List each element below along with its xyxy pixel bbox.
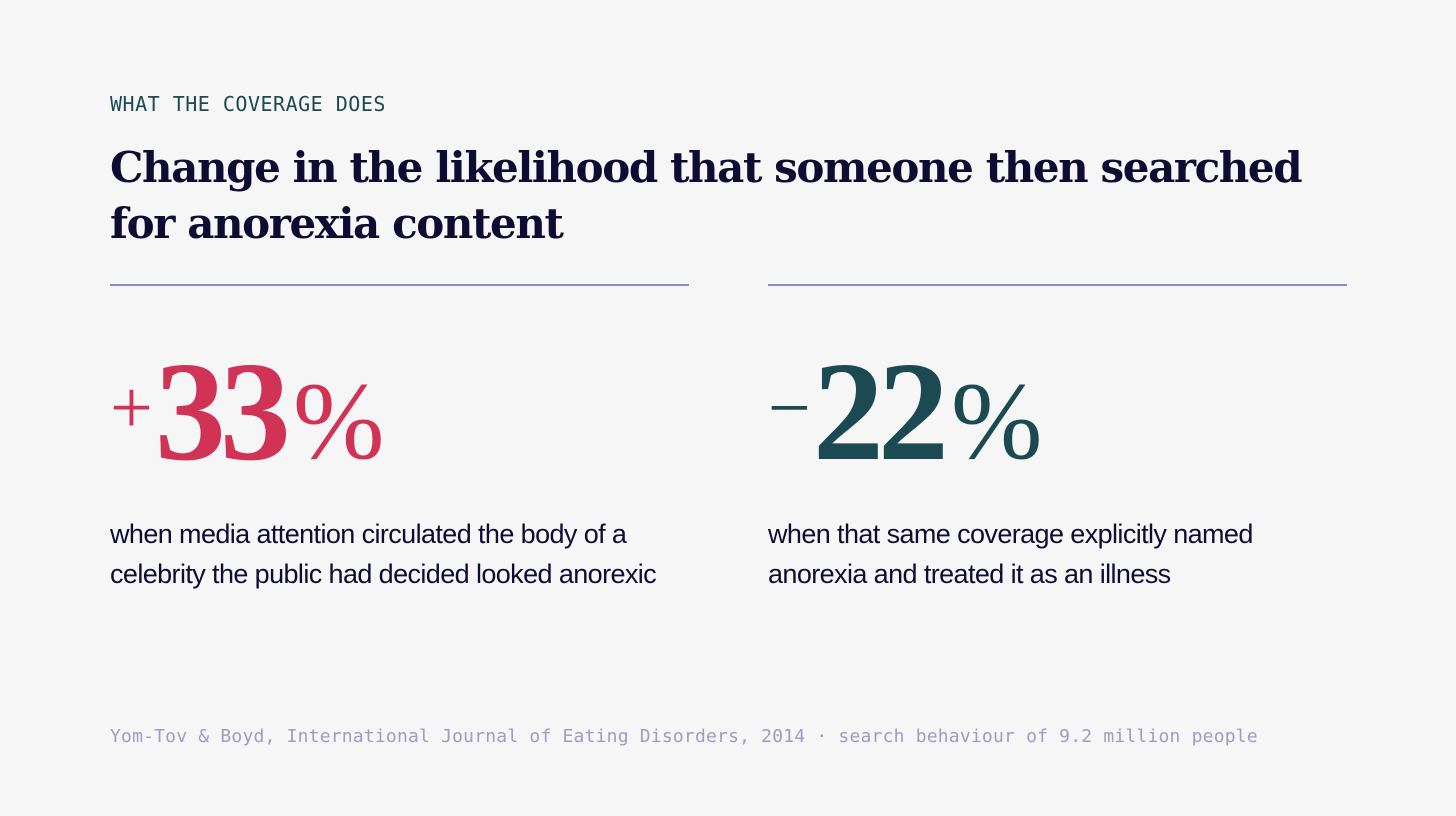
stat-column-decrease: −22% when that same coverage explicitly … xyxy=(768,284,1347,594)
stat-description: when media attention circulated the body… xyxy=(110,519,657,589)
stat-unit: % xyxy=(292,360,385,482)
headline: Change in the likelihood that someone th… xyxy=(110,143,1303,248)
stat-number: 33 xyxy=(154,332,291,490)
stat-sign: − xyxy=(768,366,811,450)
stat-value-decrease: −22% xyxy=(768,340,1347,482)
divider-rule xyxy=(768,284,1347,286)
stat-column-increase: +33% when media attention circulated the… xyxy=(110,284,689,594)
stat-description: when that same coverage explicitly named… xyxy=(768,519,1253,589)
stat-unit: % xyxy=(950,360,1043,482)
source-citation: Yom-Tov & Boyd, International Journal of… xyxy=(110,726,1258,747)
stat-value-increase: +33% xyxy=(110,340,689,482)
stat-sign: + xyxy=(110,366,153,450)
eyebrow-label: WHAT THE COVERAGE DOES xyxy=(110,92,386,116)
divider-rule xyxy=(110,284,689,286)
stat-number: 22 xyxy=(812,332,949,490)
